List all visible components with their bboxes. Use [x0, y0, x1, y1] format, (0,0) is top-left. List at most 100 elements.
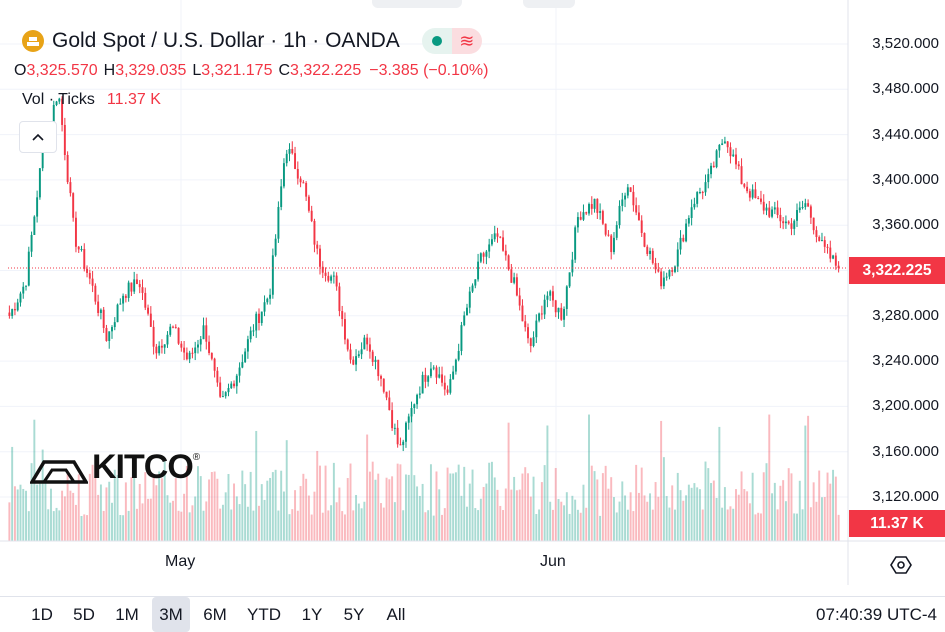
volume-bar [296, 510, 299, 541]
candle-body [355, 356, 358, 365]
candle-body [485, 251, 488, 257]
volume-bar [504, 488, 507, 541]
volume-bar [748, 503, 751, 541]
volume-bar [629, 492, 632, 541]
volume-bar [832, 469, 835, 541]
candle-body [74, 217, 77, 247]
volume-label: Vol · Ticks [22, 91, 95, 108]
volume-bar [74, 504, 77, 541]
volume-bar [41, 449, 44, 541]
candle-body [454, 359, 457, 372]
candle-body [349, 349, 352, 360]
volume-bar [576, 509, 579, 541]
tf-5d[interactable]: 5D [73, 604, 95, 624]
candle-body [715, 150, 718, 168]
volume-bar [621, 481, 624, 541]
candle-body [490, 239, 493, 245]
candle-body [468, 291, 471, 308]
candle-body [25, 285, 27, 287]
volume-bar [649, 493, 651, 541]
candle-body [743, 184, 746, 187]
candle-body [174, 326, 177, 328]
candle-body [477, 261, 480, 280]
candle-body [576, 217, 579, 228]
tf-1y[interactable]: 1Y [301, 604, 323, 624]
tf-6m[interactable]: 6M [203, 604, 227, 624]
candle-body [707, 174, 710, 183]
candle-body [216, 370, 219, 383]
candle-body [624, 195, 627, 200]
volume-bar [227, 474, 230, 541]
volume-bar [385, 477, 388, 541]
volume-bar [429, 464, 432, 541]
candle-body [682, 237, 685, 242]
volume-bar [532, 476, 535, 541]
volume-bar [72, 492, 75, 541]
candle-body [332, 275, 335, 277]
chart-settings-icon[interactable] [889, 553, 913, 577]
candle-body [319, 248, 321, 267]
market-status-pill[interactable]: ≋ [421, 28, 482, 54]
candle-body [357, 354, 360, 357]
volume-bar [147, 498, 150, 541]
volume-bar [729, 506, 732, 541]
candle-body [618, 205, 621, 226]
volume-bar [66, 473, 69, 541]
candle-body [832, 255, 835, 259]
volume-bar [818, 470, 821, 541]
volume-bar [507, 422, 510, 541]
volume-bar [357, 503, 360, 541]
candle-body [105, 327, 108, 341]
candle-body [651, 250, 654, 264]
volume-bar [740, 471, 743, 541]
kitco-watermark: KITCO ® [30, 448, 200, 487]
symbol-title[interactable]: Gold Spot / U.S. Dollar · 1h · OANDA [52, 29, 400, 52]
candle-body [759, 198, 762, 202]
volume-bar [471, 469, 474, 541]
volume-legend[interactable]: Vol · Ticks 11.37 K [22, 89, 488, 111]
candle-body [687, 217, 690, 224]
tf-all[interactable]: All [386, 604, 406, 624]
volume-bar [515, 490, 518, 541]
volume-bar [274, 469, 277, 541]
candle-body [244, 351, 247, 363]
volume-bar [643, 495, 646, 541]
candle-body [260, 311, 263, 324]
volume-bar [299, 486, 302, 541]
candle-body [779, 214, 782, 222]
chevron-up-icon [32, 133, 44, 141]
chart-clock[interactable]: 07:40:39 UTC-4 [816, 604, 937, 624]
candle-body [391, 410, 394, 429]
candle-body [288, 149, 291, 154]
candle-body [529, 338, 532, 346]
tf-5y[interactable]: 5Y [343, 604, 365, 624]
volume-bar [554, 468, 557, 541]
volume-bar [452, 473, 455, 541]
volume-bar [826, 472, 829, 541]
tf-3m[interactable]: 3M [152, 597, 190, 632]
volume-bar [821, 497, 823, 541]
volume-bar [316, 450, 319, 541]
price-axis-label: 3,520.000 [872, 35, 939, 52]
volume-bar [374, 479, 377, 541]
candle-body [474, 279, 477, 286]
candle-body [601, 211, 604, 224]
ohlc-row: O 3,325.570 H 3,329.035 L 3,321.175 C 3,322.… [14, 62, 489, 79]
volume-bar [160, 478, 163, 541]
tf-1d[interactable]: 1D [31, 604, 53, 624]
volume-bar [543, 465, 546, 541]
volume-bar [97, 494, 100, 541]
volume-bar [27, 511, 30, 541]
volume-bar [91, 464, 94, 541]
collapse-legend-button[interactable] [19, 121, 57, 153]
candle-body [574, 227, 577, 260]
volume-value: 11.37 K [106, 91, 161, 108]
tf-1m[interactable]: 1M [115, 604, 139, 624]
tf-ytd[interactable]: YTD [247, 604, 281, 624]
candle-body [560, 307, 563, 320]
volume-bar [579, 512, 582, 541]
volume-bar [549, 501, 552, 541]
candle-body [421, 374, 424, 394]
candle-body [255, 313, 258, 331]
